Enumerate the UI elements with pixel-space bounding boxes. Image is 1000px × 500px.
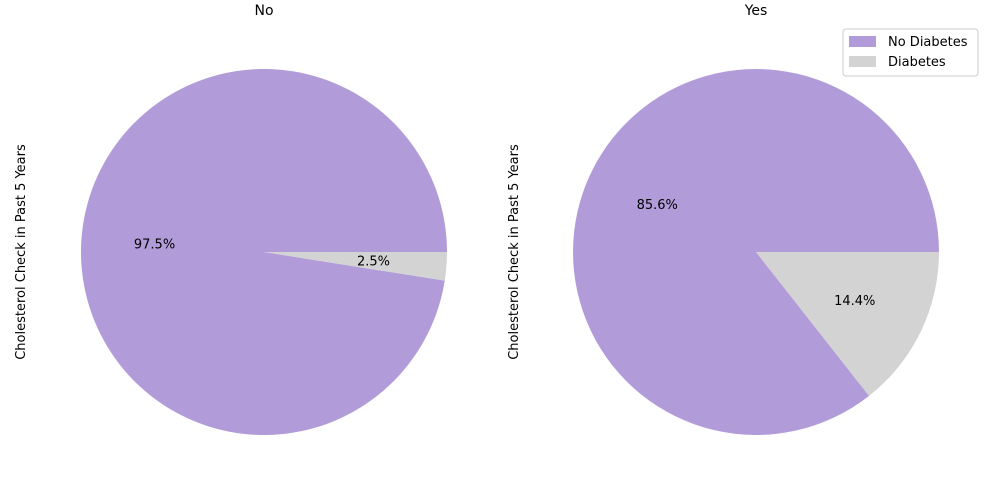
pie-chart-no: No Cholesterol Check in Past 5 Years 97.…	[14, 3, 448, 435]
legend-label: No Diabetes	[888, 35, 968, 50]
pct-label: 85.6%	[637, 198, 678, 213]
legend-swatch	[849, 56, 876, 67]
legend: No Diabetes Diabetes	[842, 28, 979, 77]
pie-chart-yes: Yes Cholesterol Check in Past 5 Years 85…	[507, 3, 939, 435]
pie-slice-diabetes	[264, 252, 447, 281]
legend-frame	[842, 28, 979, 77]
pie-labels: 97.5% 2.5%	[134, 237, 390, 269]
y-axis-label: Cholesterol Check in Past 5 Years	[14, 144, 29, 360]
chart-title: No	[254, 3, 273, 19]
pct-label: 2.5%	[357, 255, 390, 270]
chart-title: Yes	[744, 3, 768, 19]
pie-slices	[81, 68, 448, 435]
pct-label: 97.5%	[134, 237, 175, 252]
pie-slice-no-diabetes	[572, 68, 939, 435]
pie-slice-diabetes	[756, 252, 939, 396]
legend-label: Diabetes	[888, 55, 946, 70]
pie-labels: 85.6% 14.4%	[637, 198, 876, 309]
pct-label: 14.4%	[834, 294, 875, 309]
y-axis-label: Cholesterol Check in Past 5 Years	[507, 144, 522, 360]
pie-slices	[572, 68, 939, 435]
pie-slice-no-diabetes	[81, 68, 448, 435]
legend-swatch	[849, 36, 876, 47]
